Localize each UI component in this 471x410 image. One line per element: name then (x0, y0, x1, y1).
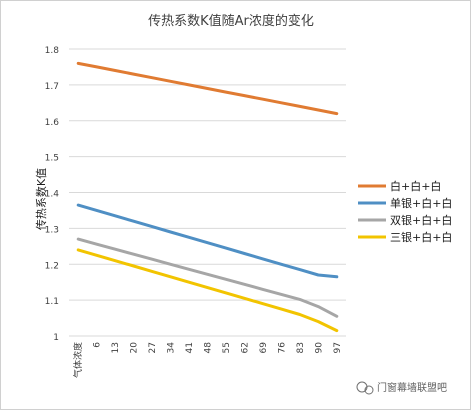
x-tick-label: 27 (148, 342, 158, 353)
y-tick-label: 1.3 (45, 225, 59, 235)
x-tick-label: 62 (240, 342, 250, 353)
x-tick-label: 83 (296, 342, 306, 353)
legend-label: 三银+白+白 (390, 230, 452, 244)
legend-label: 单银+白+白 (390, 196, 452, 210)
x-tick-label: 气体浓度 (72, 342, 84, 378)
x-tick-label: 20 (130, 342, 140, 354)
y-tick-label: 1.8 (45, 46, 60, 56)
series-line-0 (76, 61, 339, 116)
y-tick-label: 1.2 (45, 261, 59, 271)
x-tick-label: 34 (167, 342, 177, 354)
legend: 白+白+白单银+白+白双银+白+白三银+白+白 (358, 179, 452, 244)
x-tick-label: 13 (111, 342, 121, 353)
x-tick-label: 76 (277, 342, 287, 354)
chart-title: 传热系数K值随Ar浓度的变化 (148, 13, 314, 29)
y-tick-labels: 1 1.1 1.2 1.3 1.4 1.5 1.6 1.7 1.8 (45, 46, 60, 343)
x-tick-label: 55 (222, 342, 232, 353)
y-tick-label: 1.1 (45, 297, 59, 307)
series-line-3 (76, 248, 339, 333)
x-tick-label: 90 (314, 342, 324, 354)
y-axis-label: 传热系数K值 (35, 168, 48, 230)
series-line-1 (76, 203, 339, 279)
legend-label: 白+白+白 (390, 179, 441, 193)
x-tick-label: 6 (93, 342, 103, 348)
y-tick-label: 1 (53, 333, 59, 343)
watermark-text: 门窗幕墙联盟吧 (377, 381, 447, 394)
y-tick-label: 1.4 (45, 190, 60, 200)
watermark: 门窗幕墙联盟吧 (356, 381, 447, 395)
x-tick-labels: 气体浓度 6 13 20 27 34 41 48 55 62 69 76 83 90 97 (72, 342, 343, 378)
series-line-2 (76, 237, 339, 318)
x-tick-label: 97 (333, 342, 343, 353)
y-tick-label: 1.6 (45, 118, 60, 128)
x-tick-label: 69 (259, 342, 269, 354)
y-tick-label: 1.7 (45, 82, 59, 92)
x-tick-label: 48 (204, 342, 214, 354)
wechat-icon (356, 381, 374, 395)
y-tick-label: 1.5 (45, 154, 59, 164)
series-lines (76, 61, 339, 333)
legend-label: 双银+白+白 (390, 213, 452, 227)
gridlines (69, 48, 346, 337)
x-tick-label: 41 (185, 342, 195, 353)
